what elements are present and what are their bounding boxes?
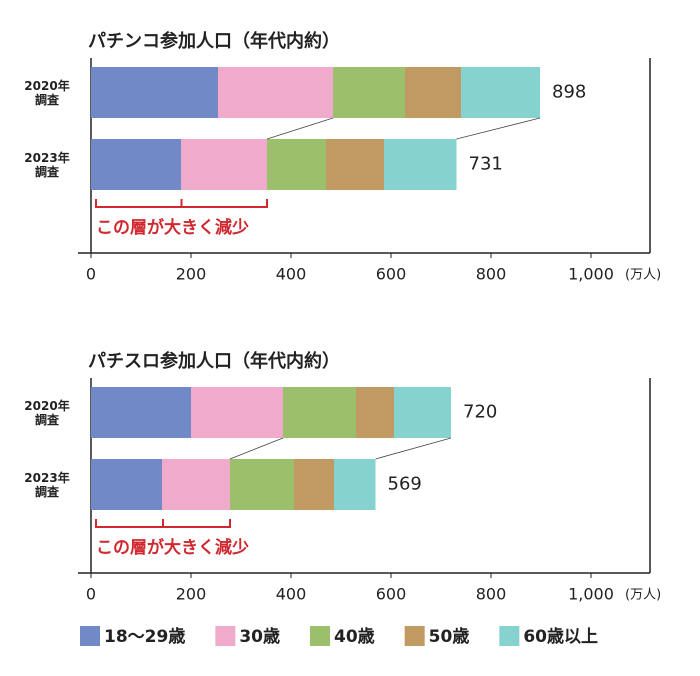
bar-segment [334, 459, 376, 510]
legend-swatch [80, 626, 100, 646]
category-label: 2023年 調査 [24, 470, 70, 499]
x-tick-label: 400 [276, 585, 307, 604]
bar-segment [384, 139, 457, 190]
bar-segment [162, 459, 230, 510]
bar-segment [356, 387, 394, 438]
unit-label: (万人) [625, 268, 661, 283]
bar-segment [218, 67, 333, 118]
total-label: 720 [463, 402, 497, 423]
x-tick-label: 800 [476, 265, 507, 284]
legend-swatch [499, 626, 520, 646]
bar-segment [91, 459, 162, 510]
bar-segment [91, 387, 191, 438]
connector [229, 437, 284, 460]
bar-segment [181, 139, 267, 190]
legend-swatch [215, 626, 236, 646]
total-label: 898 [552, 82, 586, 103]
bracket [95, 199, 268, 208]
bar-segment [461, 67, 540, 118]
legend-label: 60歳以上 [523, 626, 598, 647]
annotation: この層が大きく減少 [96, 537, 249, 558]
x-tick-label: 200 [176, 585, 207, 604]
category-label: 2020年 調査 [24, 78, 70, 107]
x-tick-label: 1,000 [568, 265, 614, 284]
annotation: この層が大きく減少 [96, 217, 249, 238]
x-tick-label: 400 [276, 265, 307, 284]
bar-segment [267, 139, 326, 190]
bar-segment [326, 139, 384, 190]
bar-segment [91, 67, 218, 118]
legend-swatch [310, 626, 330, 646]
x-tick-label: 0 [86, 585, 96, 604]
category-label: 2020年 調査 [24, 398, 70, 427]
chart-title: パチンコ参加人口（年代内約） [88, 30, 340, 52]
bracket [95, 519, 231, 528]
connector [375, 437, 452, 460]
x-tick-label: 1,000 [568, 585, 614, 604]
bar-segment [283, 387, 356, 438]
bar-segment [294, 459, 334, 510]
bar-segment [191, 387, 283, 438]
x-tick-label: 600 [376, 265, 407, 284]
x-tick-label: 200 [176, 265, 207, 284]
total-label: 731 [469, 154, 503, 175]
bar-segment [91, 139, 181, 190]
chart-title: パチスロ参加人口（年代内約） [88, 350, 340, 372]
legend-label: 30歳 [239, 626, 280, 647]
bar-segment [405, 67, 461, 118]
legend-label: 40歳 [334, 626, 375, 647]
connector [266, 117, 334, 140]
unit-label: (万人) [625, 588, 661, 603]
x-tick-label: 0 [86, 265, 96, 284]
connector [456, 117, 541, 140]
legend-swatch [404, 626, 425, 646]
x-tick-label: 600 [376, 585, 407, 604]
category-label: 2023年 調査 [24, 150, 70, 179]
bar-segment [230, 459, 294, 510]
x-tick-label: 800 [476, 585, 507, 604]
bar-segment [333, 67, 405, 118]
legend-label: 18〜29歳 [104, 626, 185, 647]
bar-segment [394, 387, 451, 438]
legend-label: 50歳 [429, 626, 470, 647]
total-label: 569 [388, 474, 422, 495]
